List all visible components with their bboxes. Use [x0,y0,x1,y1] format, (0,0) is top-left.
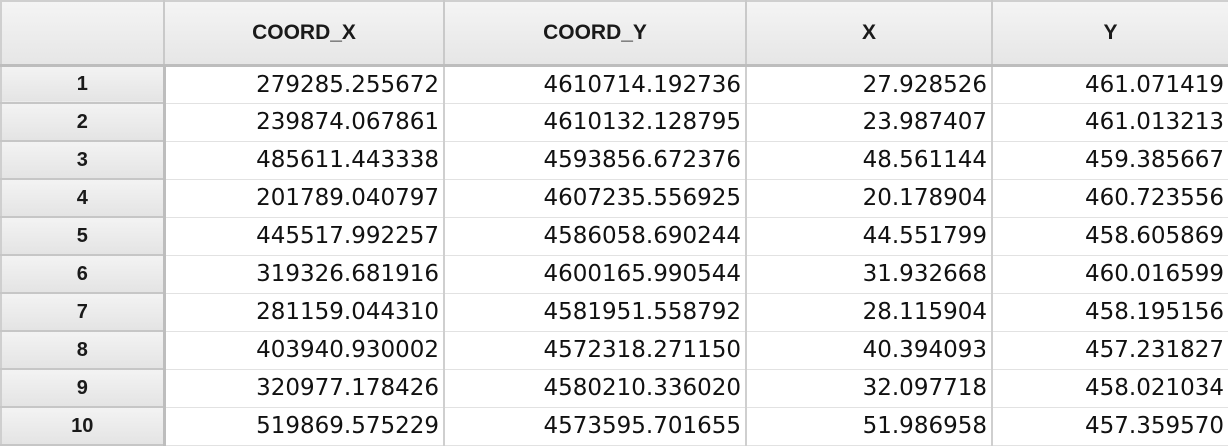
cell-coord-y[interactable]: 4607235.556925 [444,179,747,218]
cell-coord-x[interactable]: 279285.255672 [164,65,445,104]
table-row[interactable]: 3 485611.443338 4593856.672376 48.561144… [0,141,1228,180]
cell-coord-x[interactable]: 201789.040797 [164,179,445,218]
cell-y[interactable]: 458.195156 [992,293,1228,332]
cell-x[interactable]: 20.178904 [746,179,993,218]
table-row[interactable]: 5 445517.992257 4586058.690244 44.551799… [0,217,1228,256]
cell-coord-y[interactable]: 4573595.701655 [444,407,747,446]
cell-x[interactable]: 48.561144 [746,141,993,180]
row-header[interactable]: 1 [0,65,166,104]
table-row[interactable]: 7 281159.044310 4581951.558792 28.115904… [0,293,1228,332]
cell-y[interactable]: 460.016599 [992,255,1228,294]
row-header[interactable]: 6 [0,255,166,294]
cell-y[interactable]: 461.071419 [992,65,1228,104]
cell-coord-x[interactable]: 403940.930002 [164,331,445,370]
column-header-y[interactable]: Y [992,0,1228,67]
cell-coord-x[interactable]: 445517.992257 [164,217,445,256]
cell-coord-y[interactable]: 4586058.690244 [444,217,747,256]
table-row[interactable]: 9 320977.178426 4580210.336020 32.097718… [0,369,1228,408]
cell-x[interactable]: 31.932668 [746,255,993,294]
column-header-coord-y[interactable]: COORD_Y [444,0,747,67]
cell-y[interactable]: 458.021034 [992,369,1228,408]
row-header[interactable]: 5 [0,217,166,256]
cell-coord-y[interactable]: 4610714.192736 [444,65,747,104]
row-header[interactable]: 4 [0,179,166,218]
table-row[interactable]: 8 403940.930002 4572318.271150 40.394093… [0,331,1228,370]
cell-coord-x[interactable]: 485611.443338 [164,141,445,180]
cell-coord-x[interactable]: 519869.575229 [164,407,445,446]
cell-coord-y[interactable]: 4610132.128795 [444,103,747,142]
cell-y[interactable]: 460.723556 [992,179,1228,218]
cell-coord-y[interactable]: 4572318.271150 [444,331,747,370]
cell-coord-y[interactable]: 4600165.990544 [444,255,747,294]
table-row[interactable]: 4 201789.040797 4607235.556925 20.178904… [0,179,1228,218]
row-header[interactable]: 2 [0,103,166,142]
cell-y[interactable]: 457.359570 [992,407,1228,446]
row-header[interactable]: 3 [0,141,166,180]
cell-coord-x[interactable]: 239874.067861 [164,103,445,142]
header-row: COORD_X COORD_Y X Y [0,0,1228,67]
cell-x[interactable]: 32.097718 [746,369,993,408]
cell-x[interactable]: 40.394093 [746,331,993,370]
table-row[interactable]: 10 519869.575229 4573595.701655 51.98695… [0,407,1228,446]
cell-y[interactable]: 457.231827 [992,331,1228,370]
cell-y[interactable]: 461.013213 [992,103,1228,142]
cell-x[interactable]: 51.986958 [746,407,993,446]
cell-y[interactable]: 458.605869 [992,217,1228,256]
row-header[interactable]: 7 [0,293,166,332]
table-row[interactable]: 2 239874.067861 4610132.128795 23.987407… [0,103,1228,142]
row-header[interactable]: 10 [0,407,166,446]
cell-coord-y[interactable]: 4580210.336020 [444,369,747,408]
cell-coord-y[interactable]: 4593856.672376 [444,141,747,180]
table-row[interactable]: 6 319326.681916 4600165.990544 31.932668… [0,255,1228,294]
cell-coord-x[interactable]: 281159.044310 [164,293,445,332]
cell-coord-y[interactable]: 4581951.558792 [444,293,747,332]
column-header-x[interactable]: X [746,0,993,67]
cell-coord-x[interactable]: 320977.178426 [164,369,445,408]
cell-x[interactable]: 28.115904 [746,293,993,332]
row-header[interactable]: 8 [0,331,166,370]
column-header-coord-x[interactable]: COORD_X [164,0,445,67]
corner-header-cell[interactable] [0,0,165,67]
cell-x[interactable]: 23.987407 [746,103,993,142]
row-header[interactable]: 9 [0,369,166,408]
cell-x[interactable]: 44.551799 [746,217,993,256]
cell-coord-x[interactable]: 319326.681916 [164,255,445,294]
cell-y[interactable]: 459.385667 [992,141,1228,180]
cell-x[interactable]: 27.928526 [746,65,993,104]
table-row[interactable]: 1 279285.255672 4610714.192736 27.928526… [0,65,1228,104]
